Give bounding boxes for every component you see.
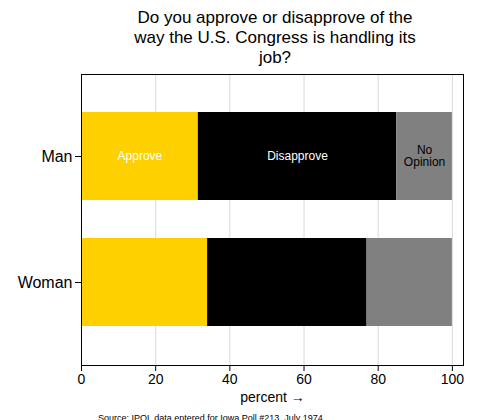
svg-text:Approve: Approve xyxy=(118,149,163,163)
svg-text:Woman: Woman xyxy=(18,274,73,291)
svg-text:Man: Man xyxy=(41,148,72,165)
svg-text:80: 80 xyxy=(370,371,386,387)
html-text:Do you approve or disapprove o: Do you approve or disapprove of the way … xyxy=(134,8,416,67)
svg-text:percent →: percent → xyxy=(240,389,305,405)
svg-text:20: 20 xyxy=(148,371,164,387)
svg-text:Disapprove: Disapprove xyxy=(267,149,328,163)
svg-text:NoOpinion: NoOpinion xyxy=(404,143,445,169)
svg-text:60: 60 xyxy=(296,371,312,387)
svg-text:100: 100 xyxy=(441,371,465,387)
svg-text:0: 0 xyxy=(78,371,86,387)
svg-text:40: 40 xyxy=(222,371,238,387)
